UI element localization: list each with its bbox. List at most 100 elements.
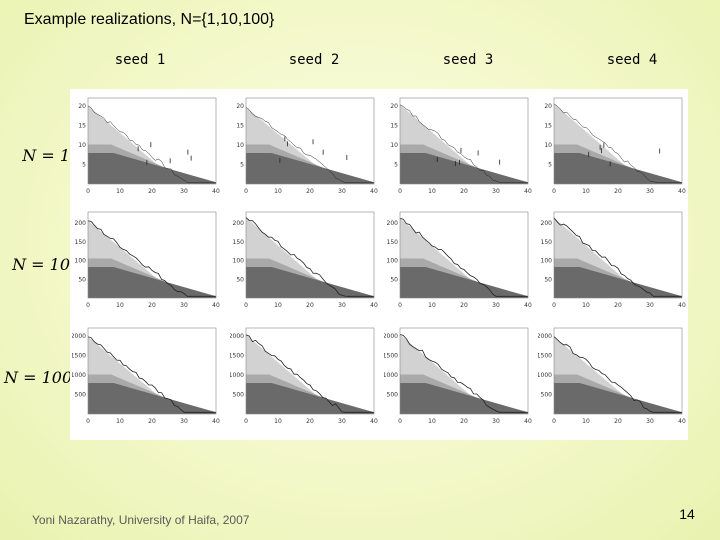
dark-region: [400, 383, 528, 414]
x-tick-label: 10: [116, 302, 124, 309]
footer-credit: Yoni Nazarathy, University of Haifa, 200…: [32, 513, 250, 527]
x-tick-label: 10: [274, 188, 282, 195]
plot-r3-s4: 500 1000 1500 2000 0 10 20 30 40: [538, 322, 686, 430]
plot-r1-s3: 5 10 15 20 0 10 20 30 40: [384, 92, 532, 200]
x-tick-label: 30: [338, 302, 346, 309]
dark-region: [88, 267, 216, 298]
x-tick-label: 40: [524, 188, 532, 195]
plot-r2-s1: 50 100 150 200 0 10 20 30 40: [72, 206, 220, 314]
plot-r3-s1: 500 1000 1500 2000 0 10 20 30 40: [72, 322, 220, 430]
dark-region: [554, 267, 682, 298]
axes-frame: [245, 97, 375, 185]
x-tick-label: 10: [274, 418, 282, 425]
slide-title: Example realizations, N={1,10,100}: [24, 11, 275, 28]
dark-region: [400, 153, 528, 184]
seed-label-4: seed 4: [606, 52, 658, 68]
y-tick-label: 500: [75, 391, 87, 398]
y-tick-label: 15: [236, 122, 244, 129]
x-tick-label: 0: [398, 418, 402, 425]
y-tick-label: 2000: [230, 333, 244, 340]
plot-r2-s3: 50 100 150 200 0 10 20 30 40: [384, 206, 532, 314]
y-tick-label: 1500: [538, 352, 552, 359]
y-tick-label: 1500: [384, 352, 398, 359]
x-tick-label: 10: [582, 188, 590, 195]
row-label-n100: N = 100: [4, 368, 73, 387]
x-tick-label: 30: [646, 418, 654, 425]
y-tick-label: 2000: [384, 333, 398, 340]
x-tick-label: 0: [244, 188, 248, 195]
y-tick-label: 100: [387, 258, 399, 265]
x-tick-label: 20: [306, 188, 314, 195]
x-tick-label: 40: [678, 418, 686, 425]
y-tick-label: 1000: [72, 372, 86, 379]
y-tick-label: 15: [78, 122, 86, 129]
x-tick-label: 0: [398, 188, 402, 195]
axes-frame: [399, 97, 529, 185]
y-tick-label: 5: [548, 161, 552, 168]
sample-path: [399, 334, 528, 413]
x-tick-label: 0: [244, 302, 248, 309]
dark-region: [554, 383, 682, 414]
x-tick-label: 0: [552, 418, 556, 425]
x-tick-label: 30: [180, 302, 188, 309]
x-tick-label: 40: [370, 418, 378, 425]
x-tick-label: 20: [148, 302, 156, 309]
y-tick-label: 10: [236, 142, 244, 149]
y-tick-label: 5: [240, 161, 244, 168]
axes-frame: [553, 327, 683, 415]
y-tick-label: 100: [233, 258, 245, 265]
plot-r3-s3: 500 1000 1500 2000 0 10 20 30 40: [384, 322, 532, 430]
dark-region: [246, 267, 374, 298]
dark-region: [88, 153, 216, 184]
y-tick-label: 150: [75, 239, 87, 246]
y-tick-label: 150: [541, 239, 553, 246]
sample-path: [399, 218, 528, 297]
x-tick-label: 10: [428, 188, 436, 195]
x-tick-label: 0: [398, 302, 402, 309]
x-tick-label: 30: [338, 418, 346, 425]
dark-region: [554, 153, 682, 184]
x-tick-label: 10: [582, 302, 590, 309]
x-tick-label: 10: [116, 188, 124, 195]
page-number: 14: [679, 506, 695, 522]
sample-path: [553, 217, 682, 297]
x-tick-label: 30: [646, 302, 654, 309]
sample-path: [87, 220, 216, 297]
x-tick-label: 20: [460, 188, 468, 195]
seed-label-1: seed 1: [114, 52, 166, 68]
x-tick-label: 30: [180, 418, 188, 425]
axes-frame: [553, 211, 683, 299]
x-tick-label: 10: [582, 418, 590, 425]
dark-region: [246, 383, 374, 414]
y-tick-label: 1000: [538, 372, 552, 379]
x-tick-label: 10: [274, 302, 282, 309]
x-tick-label: 10: [428, 302, 436, 309]
seed-label-3: seed 3: [442, 52, 494, 68]
x-tick-label: 40: [370, 188, 378, 195]
x-tick-label: 0: [244, 418, 248, 425]
y-tick-label: 10: [544, 142, 552, 149]
y-tick-label: 500: [387, 391, 399, 398]
y-tick-label: 1000: [384, 372, 398, 379]
x-tick-label: 10: [428, 418, 436, 425]
x-tick-label: 30: [492, 302, 500, 309]
x-tick-label: 0: [552, 302, 556, 309]
x-tick-label: 0: [86, 302, 90, 309]
x-tick-label: 40: [370, 302, 378, 309]
x-tick-label: 40: [678, 302, 686, 309]
axes-frame: [399, 211, 529, 299]
y-tick-label: 10: [390, 142, 398, 149]
y-tick-label: 20: [236, 103, 244, 110]
y-tick-label: 1500: [230, 352, 244, 359]
x-tick-label: 0: [552, 188, 556, 195]
x-tick-label: 30: [338, 188, 346, 195]
y-tick-label: 200: [233, 220, 245, 227]
seed-label-2: seed 2: [288, 52, 340, 68]
y-tick-label: 2000: [538, 333, 552, 340]
y-tick-label: 1000: [230, 372, 244, 379]
plot-r1-s4: 5 10 15 20 0 10 20 30 40: [538, 92, 686, 200]
x-tick-label: 20: [614, 188, 622, 195]
sample-path: [87, 105, 216, 183]
x-tick-label: 40: [678, 188, 686, 195]
x-tick-label: 0: [86, 418, 90, 425]
